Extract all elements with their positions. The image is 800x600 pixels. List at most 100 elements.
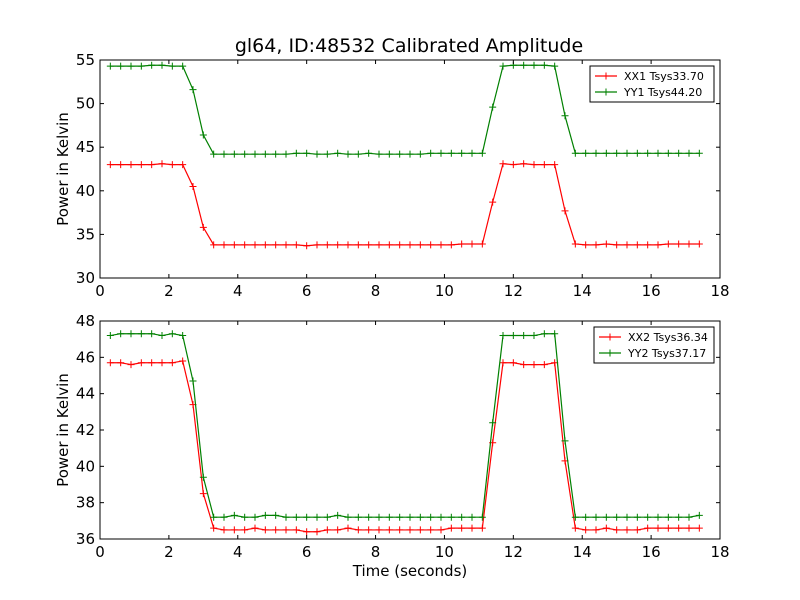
data-point: [344, 150, 352, 158]
data-point: [179, 357, 187, 365]
data-point: [210, 524, 218, 532]
data-point: [654, 241, 662, 249]
data-point: [644, 149, 652, 157]
x-tick-label: 6: [302, 543, 312, 561]
y-tick-label: 38: [76, 494, 95, 512]
data-point: [664, 524, 672, 532]
x-tick-label: 16: [642, 282, 661, 300]
data-point: [334, 511, 342, 519]
data-point: [695, 149, 703, 157]
data-point: [540, 330, 548, 338]
legend-label: XX2 Tsys36.34: [628, 331, 708, 344]
data-point: [106, 161, 114, 169]
data-point: [323, 150, 331, 158]
data-point: [396, 150, 404, 158]
data-point: [561, 207, 569, 215]
legend-label: XX1 Tsys33.70: [624, 70, 704, 83]
data-point: [261, 526, 269, 534]
data-point: [582, 149, 590, 157]
x-tick-label: 2: [164, 282, 174, 300]
legend-swatch-marker: [602, 88, 610, 96]
data-point: [282, 150, 290, 158]
data-point: [633, 149, 641, 157]
data-point: [592, 149, 600, 157]
legend-swatch-marker: [606, 349, 614, 357]
data-point: [509, 332, 517, 340]
data-point: [530, 61, 538, 69]
data-point: [654, 513, 662, 521]
series-line-2: [110, 64, 700, 155]
data-point: [489, 103, 497, 111]
data-point: [695, 524, 703, 532]
data-point: [664, 513, 672, 521]
data-point: [230, 511, 238, 519]
data-point: [406, 513, 414, 521]
data-point: [468, 524, 476, 532]
y-tick-label: 40: [76, 182, 95, 200]
data-point: [613, 526, 621, 534]
x-tick-label: 4: [233, 282, 243, 300]
y-tick-label: 48: [76, 312, 95, 330]
legend-label: YY1 Tsys44.20: [623, 86, 702, 99]
data-point: [509, 359, 517, 367]
data-point: [292, 526, 300, 534]
data-point: [375, 150, 383, 158]
data-point: [210, 513, 218, 521]
data-point: [117, 161, 125, 169]
data-point: [158, 160, 166, 168]
data-point: [106, 62, 114, 70]
data-point: [220, 241, 228, 249]
data-point: [644, 513, 652, 521]
data-point: [168, 330, 176, 338]
data-point: [137, 62, 145, 70]
data-point: [385, 150, 393, 158]
data-point: [551, 330, 559, 338]
data-point: [664, 240, 672, 248]
data-point: [478, 240, 486, 248]
data-point: [447, 149, 455, 157]
data-point: [137, 161, 145, 169]
data-point: [602, 524, 610, 532]
data-point: [282, 526, 290, 534]
data-point: [354, 150, 362, 158]
data-point: [602, 513, 610, 521]
data-point: [530, 161, 538, 169]
y-tick-label: 44: [76, 385, 95, 403]
data-point: [158, 359, 166, 367]
data-point: [323, 526, 331, 534]
x-tick-label: 0: [95, 543, 105, 561]
data-point: [241, 513, 249, 521]
data-point: [499, 62, 507, 70]
data-point: [117, 359, 125, 367]
legend-box: [593, 326, 715, 364]
data-point: [675, 149, 683, 157]
data-point: [458, 149, 466, 157]
data-point: [447, 241, 455, 249]
data-point: [520, 61, 528, 69]
data-point: [602, 240, 610, 248]
data-point: [106, 332, 114, 340]
data-point: [602, 149, 610, 157]
y-tick-label: 50: [76, 95, 95, 113]
data-point: [633, 241, 641, 249]
data-point: [272, 150, 280, 158]
data-point: [168, 359, 176, 367]
data-point: [582, 513, 590, 521]
data-point: [416, 526, 424, 534]
data-point: [416, 513, 424, 521]
data-point: [323, 513, 331, 521]
data-point: [282, 513, 290, 521]
data-point: [478, 524, 486, 532]
data-point: [365, 241, 373, 249]
data-point: [468, 513, 476, 521]
data-point: [334, 526, 342, 534]
data-point: [396, 513, 404, 521]
data-point: [633, 526, 641, 534]
data-point: [427, 149, 435, 157]
data-point: [251, 150, 259, 158]
data-point: [520, 361, 528, 369]
x-tick-label: 2: [164, 543, 174, 561]
data-point: [313, 150, 321, 158]
